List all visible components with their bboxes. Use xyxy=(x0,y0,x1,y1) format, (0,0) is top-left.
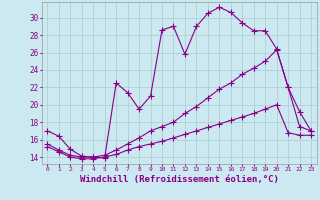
X-axis label: Windchill (Refroidissement éolien,°C): Windchill (Refroidissement éolien,°C) xyxy=(80,175,279,184)
